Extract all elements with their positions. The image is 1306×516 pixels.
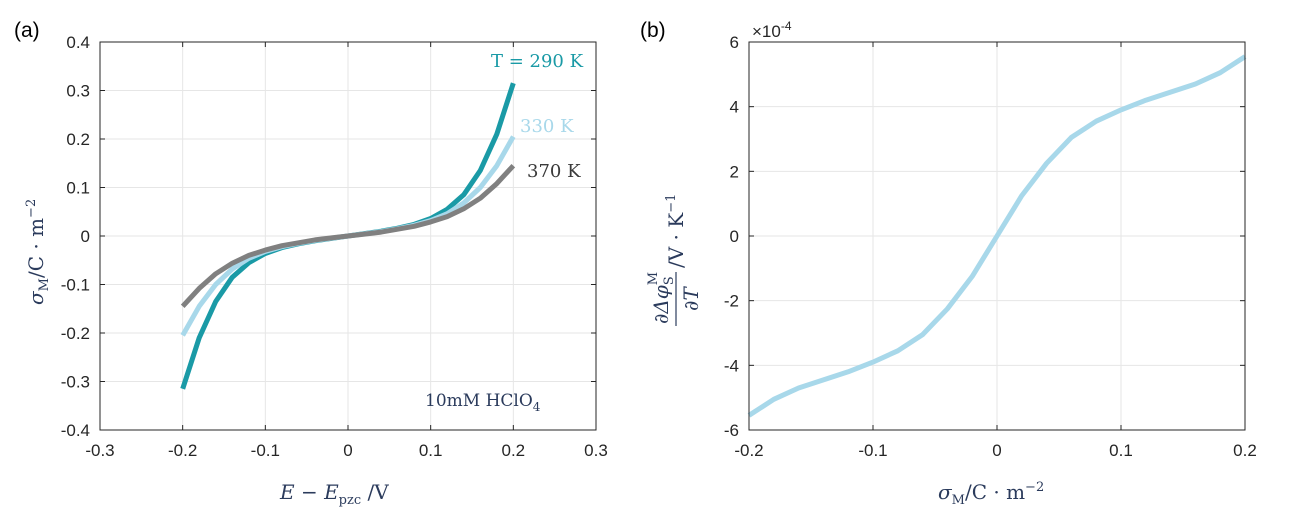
panel-a-x-axis-label: E − Epzc /V: [279, 480, 389, 508]
x-tick-label: -0.1: [858, 441, 887, 460]
y-tick-label: -6: [724, 421, 739, 440]
y-tick-label: -4: [724, 356, 739, 375]
panel-a-y-axis-label: σM/C · m−2: [24, 199, 52, 305]
y-tick-label: -2: [724, 292, 739, 311]
y-label-numerator: ∂ΔφSM: [646, 272, 677, 324]
panel-a: (a) -0.3 -0.2 -0.1 0 0.1 0.2 0.3-0.4-0.3-0.2-0…: [14, 19, 608, 508]
series-label-370k: 370 K: [527, 161, 581, 182]
y-tick-label: -0.4: [61, 421, 90, 440]
y-tick-label: -0.3: [61, 373, 90, 392]
x-tick-label: 0.2: [1233, 441, 1257, 460]
y-label-unit: /V · K−1: [664, 194, 688, 268]
panel-b-y-axis-label: ∂ΔφSM ∂T /V · K−1: [646, 194, 703, 326]
y-tick-label: 0: [730, 227, 739, 246]
panel-a-label: (a): [14, 19, 40, 42]
series-line-2: [180, 164, 516, 308]
y-exponent-label: ×10-4: [752, 19, 792, 41]
y-tick-label: 0.3: [66, 82, 90, 101]
y-tick-label: 2: [730, 162, 739, 181]
y-tick-label: -0.2: [61, 324, 90, 343]
x-tick-label: 0.1: [1109, 441, 1133, 460]
y-tick-label: 0.1: [66, 179, 90, 198]
series-line-0: [747, 54, 1247, 418]
y-tick-label: -0.1: [61, 276, 90, 295]
x-tick-label: -0.3: [85, 441, 114, 460]
panel-a-tick-labels: -0.3 -0.2 -0.1 0 0.1 0.2 0.3-0.4-0.3-0.2-0.100…: [61, 33, 608, 460]
x-tick-label: 0: [343, 441, 352, 460]
x-tick-label: 0: [992, 441, 1001, 460]
y-tick-label: 0.2: [66, 130, 90, 149]
y-tick-label: 0.4: [66, 33, 90, 52]
series-label-330k: 330 K: [520, 116, 574, 137]
panel-b-tick-labels: -0.2 -0.1 0 0.1 0.2 -6 -4 -2 0 2 4 6: [724, 33, 1257, 460]
x-tick-label: 0.1: [419, 441, 443, 460]
panel-a-series-lines: [180, 82, 516, 390]
y-label-denominator: ∂T: [679, 286, 703, 311]
panel-b-label: (b): [640, 19, 666, 42]
series-label-290k: T = 290 K: [491, 51, 584, 72]
electrolyte-annotation: 10mM HClO4: [425, 391, 541, 414]
x-tick-label: -0.1: [251, 441, 280, 460]
x-tick-label: -0.2: [168, 441, 197, 460]
x-tick-label: -0.2: [734, 441, 763, 460]
y-tick-label: 0: [81, 227, 90, 246]
x-tick-label: 0.3: [584, 441, 608, 460]
panel-b-x-axis-label: σM/C · m−2: [938, 480, 1044, 508]
x-tick-label: 0.2: [502, 441, 526, 460]
panel-b: (b) -0.2 -0.1 0 0.1 0.2 -6 -4 -2 0 2 4 6 ×10-4 σM/C…: [640, 19, 1257, 508]
y-tick-label: 4: [730, 98, 739, 117]
panel-b-series-lines: [747, 54, 1247, 418]
y-tick-label: 6: [730, 33, 739, 52]
